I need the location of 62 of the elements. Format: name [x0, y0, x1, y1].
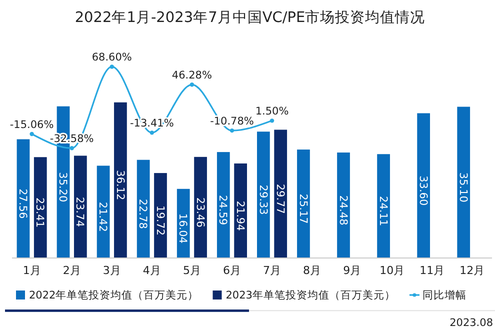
bar: [457, 106, 470, 258]
x-tick-label: 5月: [182, 264, 201, 278]
bar: [136, 160, 150, 258]
data-label: 23.74: [74, 196, 86, 228]
data-label: 27.56: [16, 188, 29, 219]
bar: [257, 132, 270, 258]
data-label: 22.78: [136, 198, 149, 229]
data-label: 24.11: [376, 196, 389, 226]
data-label: 16.04: [176, 213, 189, 244]
chart-title: 2022年1月-2023年7月中国VC/PE市场投资均值情况: [74, 9, 426, 26]
legend-label: 2023年单笔投资均值（百万美元）: [226, 288, 396, 302]
bar: [96, 166, 110, 258]
x-tick-label: 11月: [420, 264, 445, 278]
data-label: 33.60: [416, 176, 429, 206]
bar: [417, 113, 430, 258]
data-label: 35.10: [456, 172, 469, 202]
data-label: 25.17: [296, 194, 309, 224]
legend-label: 2022年单笔投资均值（百万美元）: [29, 288, 199, 302]
bar: [16, 139, 30, 258]
data-label: 21.94: [234, 200, 246, 232]
x-tick-label: 6月: [222, 264, 241, 278]
x-tick-label: 4月: [142, 264, 161, 278]
point: [230, 128, 234, 133]
data-label: 23.46: [194, 197, 206, 228]
bar: [297, 150, 310, 258]
data-label: 68.60%: [92, 52, 132, 64]
bar: [194, 156, 207, 258]
data-label: 23.41: [34, 198, 46, 228]
bar: [234, 163, 247, 258]
point: [150, 130, 154, 135]
data-label: 19.72: [154, 205, 166, 236]
data-label: 36.12: [114, 170, 126, 200]
bar: [74, 156, 87, 258]
x-tick-label: 1月: [22, 264, 41, 278]
x-tick-label: 10月: [380, 264, 405, 278]
data-label: 24.48: [336, 195, 349, 226]
bar: [337, 152, 350, 258]
data-label: 21.42: [96, 202, 109, 232]
point: [70, 146, 74, 150]
bar: [34, 157, 47, 258]
data-label: 24.59: [216, 194, 229, 226]
bar: [114, 102, 127, 258]
data-label: 46.28%: [172, 70, 212, 82]
x-tick-label: 3月: [102, 264, 121, 278]
data-label: 35.20: [56, 172, 69, 202]
x-tick-label: 12月: [460, 264, 485, 278]
point: [270, 118, 274, 123]
point: [30, 132, 34, 136]
bar: [274, 130, 288, 258]
bar: [216, 152, 230, 258]
data-label: 29.33: [256, 184, 269, 215]
data-label: 29.77: [274, 184, 286, 214]
bar: [377, 154, 390, 258]
x-tick-label: 7月: [263, 264, 282, 278]
data-label: -15.06%: [10, 119, 54, 132]
legend-label: 同比增幅: [422, 288, 466, 302]
x-tick-label: 9月: [343, 264, 362, 278]
x-tick-label: 8月: [303, 264, 322, 278]
x-tick-label: 2月: [62, 264, 81, 278]
bar: [154, 173, 167, 258]
text: 2023.08: [450, 317, 493, 329]
data-label: 1.50%: [255, 106, 289, 118]
